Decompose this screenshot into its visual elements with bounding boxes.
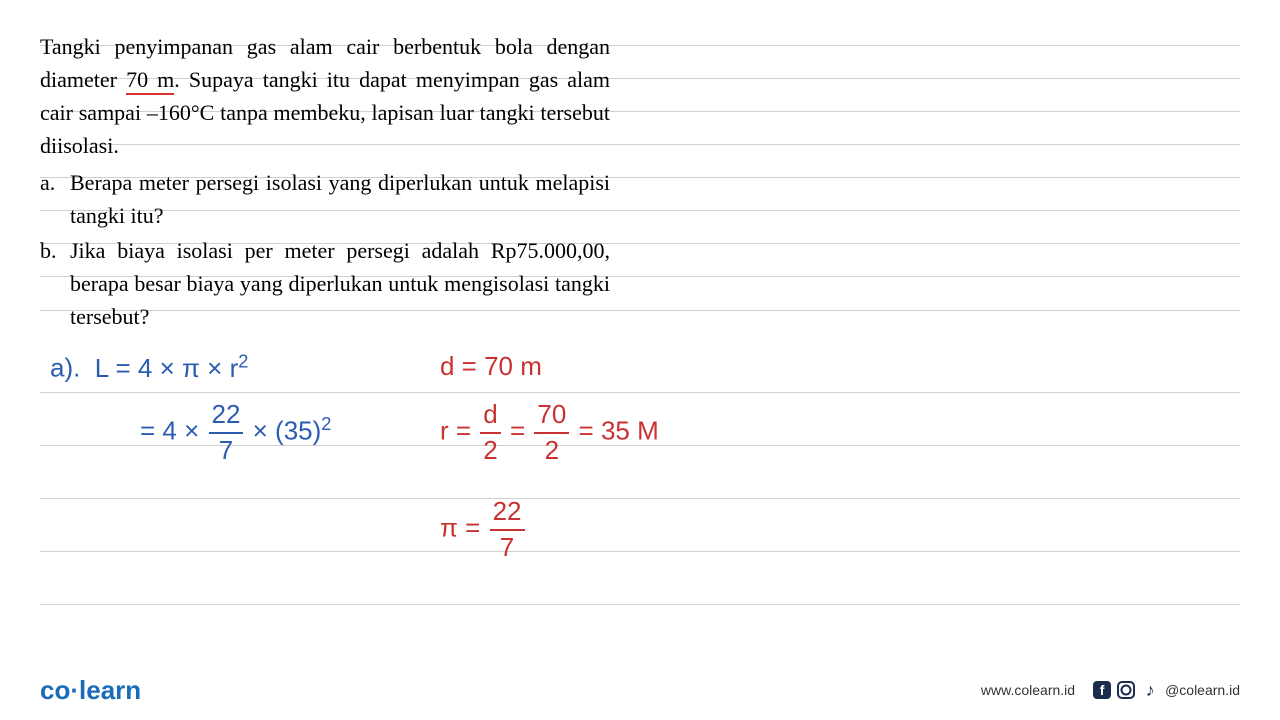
diameter-underlined: 70 m [126, 67, 174, 95]
list-item: a. Berapa meter persegi isolasi yang dip… [40, 166, 610, 232]
list-item: b. Jika biaya isolasi per meter persegi … [40, 234, 610, 333]
logo: co·learn [40, 675, 141, 706]
fraction: 227 [209, 398, 244, 468]
item-marker: b. [40, 234, 70, 333]
fraction: 702 [534, 398, 569, 468]
problem-text: Tangki penyimpanan gas alam cair berbent… [40, 30, 610, 333]
social-icons: f ♪ @colearn.id [1093, 681, 1240, 699]
url-text: www.colearn.id [981, 682, 1075, 698]
tiktok-icon: ♪ [1141, 681, 1159, 699]
answer-a-label: a). L = 4 × π × r2 [50, 350, 248, 385]
fraction: d2 [480, 398, 500, 468]
item-text: Jika biaya isolasi per meter persegi ada… [70, 234, 610, 333]
r-value: r = d2 = 702 = 35 M [440, 398, 659, 468]
d-value: d = 70 m [440, 350, 542, 384]
instagram-icon [1117, 681, 1135, 699]
problem-list: a. Berapa meter persegi isolasi yang dip… [40, 166, 610, 333]
footer-right: www.colearn.id f ♪ @colearn.id [981, 681, 1240, 699]
formula-line2: = 4 × 227 × (35)2 [140, 398, 331, 468]
item-text: Berapa meter persegi isolasi yang diperl… [70, 166, 610, 232]
social-handle: @colearn.id [1165, 682, 1240, 698]
pi-value: π = 227 [440, 495, 527, 565]
formula-line1: L = 4 × π × r2 [95, 353, 249, 383]
fraction: 227 [490, 495, 525, 565]
item-marker: a. [40, 166, 70, 232]
facebook-icon: f [1093, 681, 1111, 699]
footer: co·learn www.colearn.id f ♪ @colearn.id [0, 660, 1280, 720]
